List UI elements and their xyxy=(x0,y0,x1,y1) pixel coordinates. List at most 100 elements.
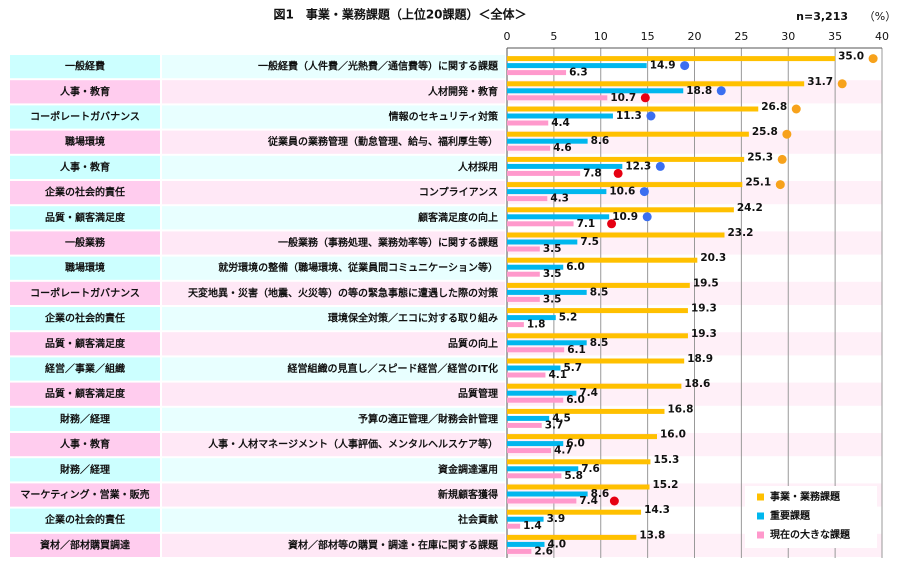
x-unit: （%） xyxy=(864,10,896,23)
task-cell xyxy=(162,130,505,154)
group-cell xyxy=(10,206,160,230)
group-cell xyxy=(10,256,160,280)
group-label: 一般経費 xyxy=(65,60,105,73)
value-label: 4.4 xyxy=(551,117,570,129)
legend-label: 現在の大きな課題 xyxy=(770,528,851,541)
task-cell xyxy=(162,105,505,129)
group-label: 企業の社会的責任 xyxy=(44,312,125,325)
bar xyxy=(507,415,550,421)
task-label: 品質管理 xyxy=(458,387,498,400)
highlight-dot xyxy=(775,180,785,190)
value-label: 7.4 xyxy=(579,495,598,507)
group-cell xyxy=(10,458,160,482)
bar xyxy=(507,239,578,245)
value-label: 10.9 xyxy=(612,211,638,223)
bar xyxy=(507,484,650,490)
value-label: 19.3 xyxy=(691,303,717,315)
value-label: 4.7 xyxy=(554,445,573,457)
group-cell xyxy=(10,407,160,431)
group-cell xyxy=(10,55,160,79)
value-label: 7.4 xyxy=(579,387,598,399)
task-cell xyxy=(162,231,505,255)
bar xyxy=(507,95,608,101)
x-tick-label: 35 xyxy=(828,30,842,43)
value-label: 18.9 xyxy=(687,353,713,365)
bar xyxy=(507,170,581,176)
task-cell xyxy=(162,55,505,79)
x-tick-label: 15 xyxy=(641,30,655,43)
bar xyxy=(507,113,613,119)
value-label: 19.5 xyxy=(693,277,719,289)
highlight-dot xyxy=(837,79,847,89)
task-label: 一般業務（事務処理、業務効率等）に関する課題 xyxy=(278,236,499,249)
bar xyxy=(507,282,690,288)
task-cell xyxy=(162,382,505,406)
task-label: 品質の向上 xyxy=(448,337,498,350)
chart-title: 図1 事業・業務課題（上位20課題）＜全体＞ xyxy=(273,7,526,22)
highlight-dot xyxy=(655,161,665,171)
value-label: 10.7 xyxy=(610,92,636,104)
value-label: 35.0 xyxy=(838,51,864,63)
value-label: 3.7 xyxy=(545,419,564,431)
bar xyxy=(507,466,579,472)
group-label: 企業の社会的責任 xyxy=(44,186,125,199)
group-label: 人事・教育 xyxy=(60,85,110,98)
highlight-dot xyxy=(716,86,726,96)
group-cell xyxy=(10,155,160,179)
highlight-dot xyxy=(609,496,619,506)
value-label: 7.8 xyxy=(583,167,602,179)
bar xyxy=(507,156,745,162)
bar xyxy=(507,333,688,339)
group-cell xyxy=(10,181,160,205)
task-label: 人材採用 xyxy=(458,160,498,173)
bar xyxy=(507,523,521,529)
highlight-dot xyxy=(607,219,617,229)
legend-box xyxy=(745,486,877,548)
group-cell xyxy=(10,231,160,255)
bar xyxy=(507,347,565,353)
group-label: コーポレートガバナンス xyxy=(30,110,140,123)
highlight-dot xyxy=(868,54,878,64)
bar xyxy=(507,163,623,169)
task-cell xyxy=(162,80,505,104)
value-label: 4.5 xyxy=(552,412,571,424)
value-label: 6.0 xyxy=(566,261,585,273)
value-label: 18.6 xyxy=(684,378,710,390)
x-tick-label: 25 xyxy=(734,30,748,43)
bar xyxy=(507,322,524,328)
bar xyxy=(507,383,682,389)
value-label: 1.4 xyxy=(523,520,542,532)
bar xyxy=(507,358,685,364)
bar xyxy=(507,56,836,62)
value-label: 6.3 xyxy=(569,67,588,79)
highlight-dot xyxy=(613,168,623,178)
value-label: 8.5 xyxy=(590,337,609,349)
value-label: 19.3 xyxy=(691,328,717,340)
value-label: 16.0 xyxy=(660,429,686,441)
value-label: 7.1 xyxy=(577,218,596,230)
group-label: 資材／部材購買調達 xyxy=(40,538,130,551)
legend-swatch xyxy=(757,512,764,520)
value-label: 25.1 xyxy=(745,177,771,189)
value-label: 2.6 xyxy=(534,545,553,557)
x-tick-label: 30 xyxy=(781,30,795,43)
group-cell xyxy=(10,130,160,154)
bar xyxy=(507,422,542,428)
value-label: 26.8 xyxy=(761,101,787,113)
value-label: 4.0 xyxy=(548,538,567,550)
bar xyxy=(507,516,544,522)
bar xyxy=(507,509,642,515)
x-tick-label: 0 xyxy=(504,30,511,43)
bar xyxy=(507,434,657,440)
x-tick-label: 20 xyxy=(688,30,702,43)
task-label: コンプライアンス xyxy=(419,186,498,199)
value-label: 20.3 xyxy=(700,252,726,264)
value-label: 13.8 xyxy=(639,529,665,541)
bar xyxy=(507,196,548,202)
bar xyxy=(507,264,564,270)
value-label: 5.8 xyxy=(564,470,583,482)
task-label: 資材／部材等の購買・調達・在庫に関する課題 xyxy=(288,538,499,551)
group-label: 企業の社会的責任 xyxy=(44,513,125,526)
group-label: 経営／事業／組織 xyxy=(45,362,125,375)
bar xyxy=(507,315,556,321)
